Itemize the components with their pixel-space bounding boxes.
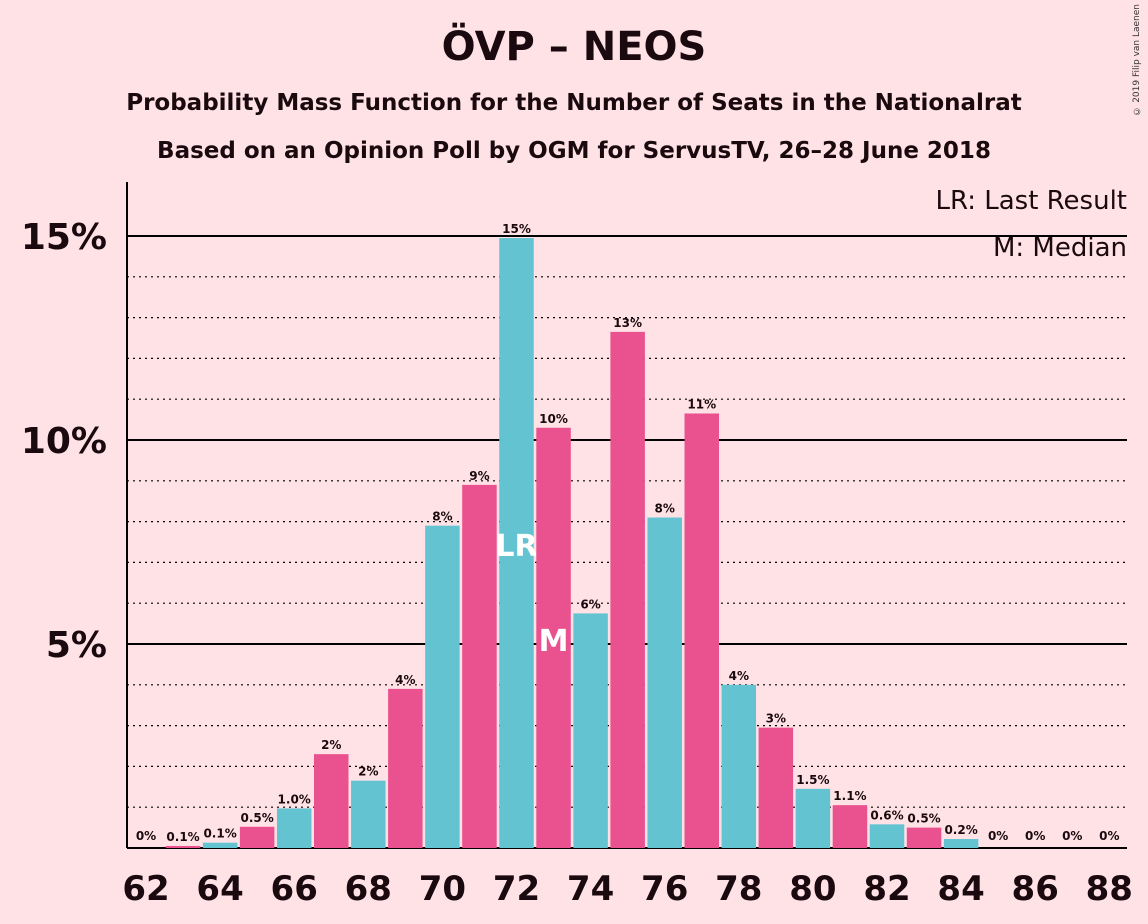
bar-value-label: 2% (358, 765, 378, 779)
bar (276, 808, 312, 848)
bar-value-label: 0.6% (870, 808, 903, 822)
x-tick-label: 84 (937, 869, 984, 909)
bar (165, 845, 201, 848)
bar-value-label: 6% (580, 597, 600, 611)
chart-subtitle-1: Probability Mass Function for the Number… (126, 90, 1022, 116)
x-tick-label: 68 (345, 869, 392, 909)
chart-subtitle-2: Based on an Opinion Poll by OGM for Serv… (157, 138, 991, 164)
bar (906, 827, 942, 848)
x-tick-label: 74 (567, 869, 614, 909)
bar-value-label: 0% (1062, 829, 1082, 843)
bar (943, 839, 979, 848)
bar (721, 684, 757, 848)
bar (499, 238, 534, 849)
last-result-marker: LR (495, 529, 537, 564)
bar-value-label: 0% (988, 829, 1008, 843)
bar-value-label: 0.1% (203, 827, 236, 841)
legend-median: M: Median (993, 233, 1127, 263)
x-tick-label: 76 (641, 869, 688, 909)
x-tick-label: 66 (271, 869, 318, 909)
bar (462, 484, 497, 848)
y-tick-label: 15% (21, 217, 107, 258)
y-tick-label: 5% (46, 625, 107, 666)
bar (647, 517, 682, 848)
bar-value-label: 3% (766, 712, 786, 726)
bar (239, 826, 275, 848)
bar-value-label: 0% (1025, 829, 1045, 843)
bar (869, 824, 905, 848)
bar-value-label: 0.5% (241, 811, 274, 825)
bar-value-label: 1.1% (833, 789, 866, 803)
bar-value-label: 4% (729, 669, 749, 683)
x-tick-label: 62 (122, 869, 169, 909)
bar (425, 525, 460, 848)
bar-value-label: 11% (687, 397, 716, 411)
legend-last-result: LR: Last Result (935, 186, 1127, 216)
bar-value-label: 8% (432, 510, 452, 524)
bar (758, 727, 794, 848)
bar-value-label: 0.5% (907, 812, 940, 826)
bar-value-label: 10% (539, 412, 568, 426)
y-tick-label: 10% (21, 421, 107, 462)
bar-value-label: 0% (1099, 829, 1119, 843)
bar (536, 427, 571, 848)
x-tick-label: 78 (715, 869, 762, 909)
bar (610, 331, 645, 848)
bar-value-label: 2% (321, 738, 341, 752)
bar-value-label: 1.5% (796, 773, 829, 787)
chart-title: ÖVP – NEOS (441, 24, 707, 70)
bar-value-label: 0.2% (944, 823, 977, 837)
bar (388, 688, 423, 848)
x-tick-label: 80 (789, 869, 836, 909)
x-tick-label: 72 (493, 869, 540, 909)
bar-value-label: 13% (613, 316, 642, 330)
bar-value-label: 4% (395, 673, 415, 687)
bar-value-label: 0.1% (166, 830, 199, 844)
bar (684, 413, 719, 848)
bar (795, 788, 831, 848)
median-marker: M (539, 624, 569, 659)
x-tick-label: 88 (1086, 869, 1133, 909)
bar-value-label: 9% (469, 469, 489, 483)
bar (202, 842, 238, 848)
bar (351, 780, 386, 848)
x-tick-label: 82 (863, 869, 910, 909)
bar-value-label: 0% (136, 829, 156, 843)
bar-value-label: 1.0% (278, 792, 311, 806)
bar (573, 613, 608, 848)
bar (314, 754, 349, 848)
bar-value-label: 15% (502, 222, 531, 236)
x-tick-label: 64 (196, 869, 243, 909)
x-tick-label: 70 (419, 869, 466, 909)
bar (832, 805, 868, 848)
bar-value-label: 8% (655, 502, 675, 516)
x-tick-label: 86 (1012, 869, 1059, 909)
